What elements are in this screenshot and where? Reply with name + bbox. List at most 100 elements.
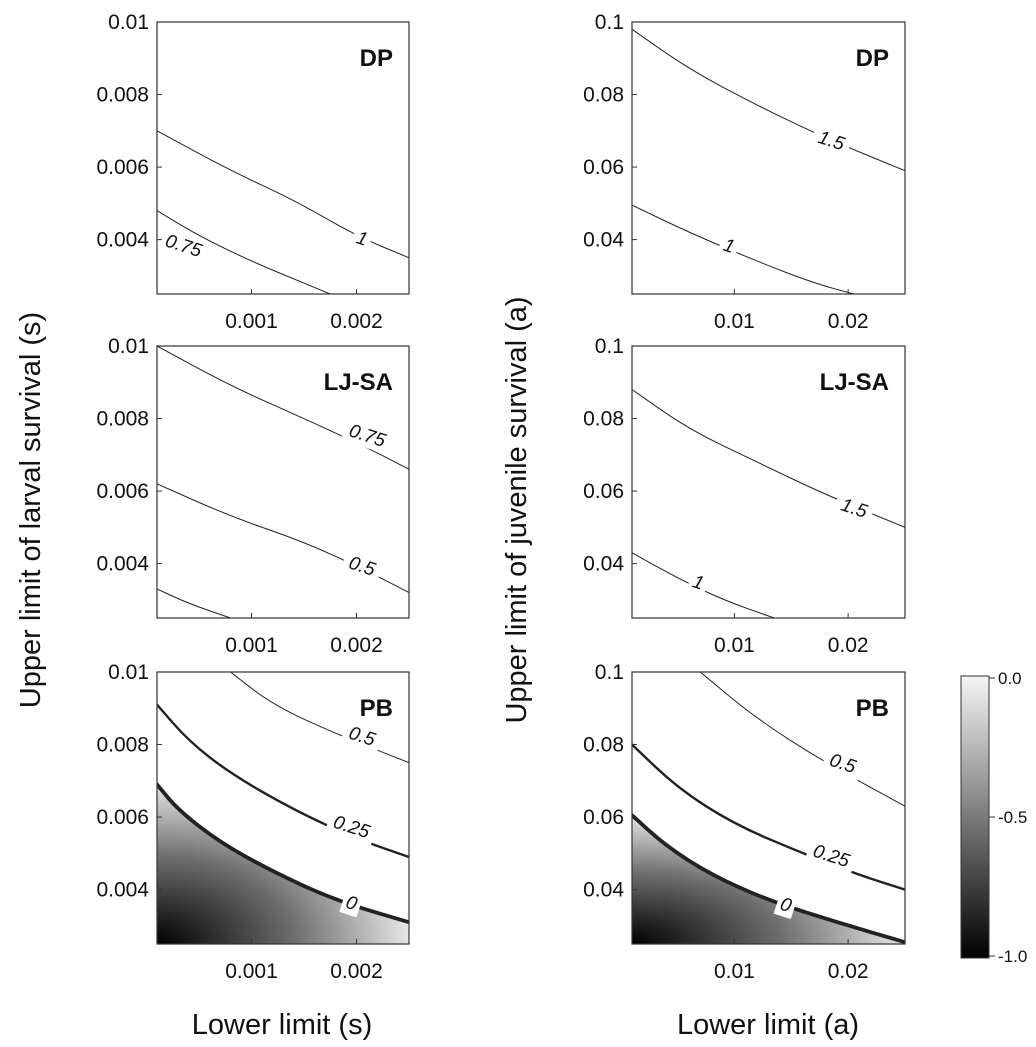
y-tick-label: 0.006 xyxy=(96,806,149,829)
x-tick-label: 0.02 xyxy=(828,634,869,657)
panel-plot-area: 1.51 xyxy=(632,389,905,618)
panel-plot-area: 10.75 xyxy=(157,130,409,294)
right-x-axis-label: Lower limit (a) xyxy=(677,1009,859,1041)
colorbar-tick-label: -1.0 xyxy=(998,947,1027,966)
right-y-axis-label: Upper limit of juvenile survival (a) xyxy=(501,296,533,723)
y-tick-label: 0.08 xyxy=(583,84,624,107)
y-tick-label: 0.04 xyxy=(583,229,624,252)
contour-line xyxy=(157,210,331,294)
contour-label: 0.25 xyxy=(810,841,852,873)
contour-label: 0.25 xyxy=(331,812,373,844)
contour-line xyxy=(632,813,905,944)
panel-frame xyxy=(631,21,906,295)
panel-plot-area: 0.50.250 xyxy=(157,672,409,944)
y-tick-label: 0.008 xyxy=(96,734,149,757)
y-tick-label: 0.08 xyxy=(583,408,624,431)
panel-frame xyxy=(156,671,410,945)
contour-label-backing xyxy=(686,570,710,597)
panels: 10.75 0.01 0.008 0.006 0.004 0.001 0.002 DP 0.75… xyxy=(96,11,906,983)
y-tick-label: 0.1 xyxy=(595,11,624,34)
x-tick-label: 0.001 xyxy=(225,634,278,657)
panel-right-middle: 1.51 0.1 0.08 0.06 0.04 0.01 0.02 LJ-SA xyxy=(583,335,906,657)
x-tick-label: 0.01 xyxy=(714,634,755,657)
contour-label-backing xyxy=(804,839,858,875)
y-tick-label: 0.01 xyxy=(108,661,149,684)
y-tick-label: 0.008 xyxy=(96,408,149,431)
contour-label-backing xyxy=(325,810,378,846)
colorbar: 0.0 -0.5 -1.0 xyxy=(960,669,1027,966)
contour-line xyxy=(699,672,905,807)
panel-right-top: 1.51 0.1 0.08 0.06 0.04 0.01 0.02 DP xyxy=(583,11,906,333)
y-tick-label: 0.1 xyxy=(595,335,624,358)
panel-plot-area: 0.750.5 xyxy=(157,346,409,618)
contour-line xyxy=(157,782,409,925)
panel-title: DP xyxy=(856,45,889,72)
contour-label-backing xyxy=(349,226,374,253)
left-x-axis-label: Lower limit (s) xyxy=(192,1009,372,1041)
contour-line xyxy=(632,552,775,618)
x-tick-label: 0.02 xyxy=(828,310,869,333)
y-tick-label: 0.01 xyxy=(108,11,149,34)
contour-label: 0.75 xyxy=(346,421,388,453)
x-tick-label: 0.02 xyxy=(828,960,869,983)
y-tick-label: 0.08 xyxy=(583,734,624,757)
contour-label-backing xyxy=(716,233,741,261)
x-tick-label: 0.002 xyxy=(330,960,383,983)
left-y-axis-label: Upper limit of larval survival (s) xyxy=(15,312,47,708)
y-tick-label: 0.06 xyxy=(583,480,624,503)
y-tick-label: 0.004 xyxy=(96,229,149,252)
y-tick-label: 0.06 xyxy=(583,806,624,829)
panel-plot-area: 1.51 xyxy=(632,28,905,294)
contour-label-backing xyxy=(773,892,798,920)
contour-label-backing xyxy=(340,550,384,584)
panel-title: LJ-SA xyxy=(820,369,889,396)
y-tick-label: 0.1 xyxy=(595,661,624,684)
panel-title: PB xyxy=(856,695,889,722)
contour-line xyxy=(632,204,855,294)
y-tick-label: 0.01 xyxy=(108,335,149,358)
contour-label-backing xyxy=(157,228,210,265)
y-tick-label: 0.008 xyxy=(96,84,149,107)
contour-line xyxy=(157,346,409,470)
contour-line xyxy=(632,389,905,528)
x-tick-label: 0.001 xyxy=(225,310,278,333)
panel-left-middle: 0.750.5 0.01 0.008 0.006 0.004 0.001 0.002 LJ-S… xyxy=(96,335,410,657)
panel-title: DP xyxy=(360,45,393,72)
x-tick-label: 0.002 xyxy=(330,634,383,657)
x-tick-label: 0.01 xyxy=(714,310,755,333)
negative-region-shading xyxy=(157,784,409,944)
y-tick-label: 0.006 xyxy=(96,156,149,179)
y-tick-label: 0.004 xyxy=(96,553,149,576)
y-tick-label: 0.04 xyxy=(583,553,624,576)
contour-label-backing xyxy=(809,125,853,159)
panel-left-bottom: 0.50.250 0.01 0.008 0.006 0.004 0.001 0.002 PB xyxy=(96,661,410,983)
panel-frame xyxy=(156,21,410,295)
panel-frame xyxy=(631,671,906,945)
x-tick-label: 0.001 xyxy=(225,960,278,983)
contour-label-backing xyxy=(832,492,876,526)
panel-title: LJ-SA xyxy=(324,369,393,396)
contour-line xyxy=(157,130,409,259)
panel-left-top: 10.75 0.01 0.008 0.006 0.004 0.001 0.002 DP xyxy=(96,11,410,333)
panel-title: PB xyxy=(360,695,393,722)
colorbar-gradient xyxy=(960,675,990,959)
panel-plot-area: 0.50.250 xyxy=(632,672,905,944)
colorbar-tick-label: -0.5 xyxy=(998,808,1027,827)
contour-line xyxy=(157,588,231,618)
contour-label-backing xyxy=(820,748,864,781)
y-tick-label: 0.06 xyxy=(583,156,624,179)
panel-right-bottom: 0.50.250 0.1 0.08 0.06 0.04 0.01 0.02 PB xyxy=(583,661,906,983)
x-tick-label: 0.002 xyxy=(330,310,383,333)
contour-label-backing xyxy=(340,720,384,754)
contour-label-backing xyxy=(339,890,364,918)
x-tick-label: 0.01 xyxy=(714,960,755,983)
panel-frame xyxy=(156,345,410,619)
y-tick-label: 0.006 xyxy=(96,480,149,503)
negative-region-shading xyxy=(632,815,905,944)
y-tick-label: 0.04 xyxy=(583,879,624,902)
y-tick-label: 0.004 xyxy=(96,879,149,902)
contour-label-backing xyxy=(340,418,394,455)
panel-frame xyxy=(631,345,906,619)
colorbar-tick-label: 0.0 xyxy=(998,669,1022,688)
